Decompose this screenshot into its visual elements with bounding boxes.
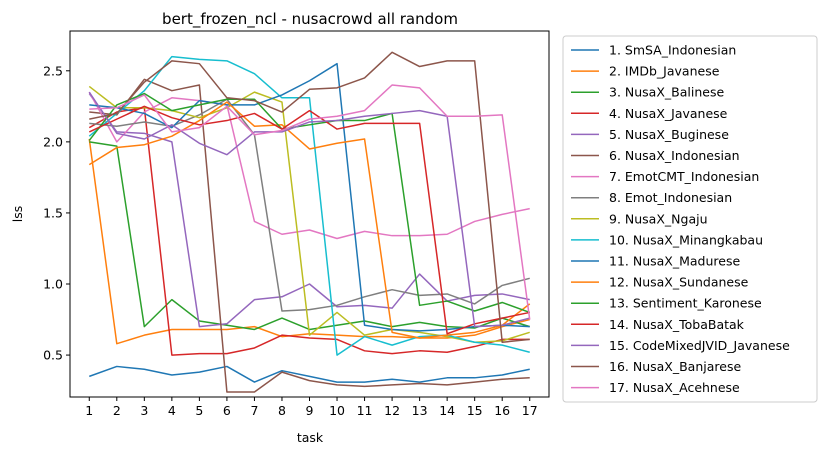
x-tick-label: 6 [223,403,231,418]
y-axis: 0.5 1.0 1.5 2.0 2.5 [43,63,70,363]
legend-label-13: 13. Sentiment_Karonese [609,296,762,311]
legend-label-1: 1. SmSA_Indonesian [609,43,736,58]
x-tick-label: 12 [384,403,400,418]
series-line-15 [88,91,530,328]
legend-label-10: 10. NusaX_Minangkabau [609,232,763,247]
series-line-17 [89,84,531,320]
legend-label-15: 15. CodeMixedJVID_Javanese [609,338,790,353]
y-tick-label: 1.0 [43,277,63,292]
series-line-7 [88,91,530,240]
y-tick-label: 2.0 [43,134,63,149]
x-tick-label: 15 [467,403,483,418]
legend-label-11: 11. NusaX_Madurese [609,254,740,269]
y-tick-label: 0.5 [43,348,63,363]
x-tick-label: 5 [195,403,203,418]
x-tick-label: 13 [412,403,428,418]
legend-label-14: 14. NusaX_TobaBatak [609,317,745,332]
y-tick-label: 2.5 [43,63,63,78]
x-tick-label: 9 [306,403,314,418]
x-tick-label: 1 [85,403,93,418]
legend-box [562,35,818,403]
series-line-4 [88,107,530,356]
x-tick-label: 8 [278,403,286,418]
legend-label-16: 16. NusaX_Banjarese [609,359,741,374]
x-tick-label: 10 [329,403,345,418]
x-tick-label: 2 [113,403,121,418]
series-line-11 [89,62,530,332]
y-tick-label: 1.5 [43,205,63,220]
legend-label-17: 17. NusaX_Acehnese [609,380,740,395]
legend-label-12: 12. NusaX_Sundanese [609,275,749,290]
x-tick-label: 17 [522,403,538,418]
legend: 1. SmSA_Indonesian 2. IMDb_Javanese 3. Nus… [562,35,818,403]
x-tick-label: 16 [494,403,510,418]
x-tick-label: 4 [168,403,176,418]
legend-label-2: 2. IMDb_Javanese [609,64,720,79]
legend-label-3: 3. NusaX_Balinese [609,85,724,100]
legend-label-7: 7. EmotCMT_Indonesian [609,169,759,184]
y-axis-label: lss [10,206,25,223]
legend-label-4: 4. NusaX_Javanese [609,106,728,121]
x-axis: 1 2 3 4 5 6 7 8 9 10 11 12 13 14 15 16 17 [85,397,538,418]
legend-label-8: 8. Emot_Indonesian [609,190,732,205]
series-line-13 [88,92,530,314]
x-tick-label: 3 [140,403,148,418]
chart-title: bert_frozen_ncl - nusacrowd all random [162,10,458,29]
legend-label-5: 5. NusaX_Buginese [609,127,729,142]
legend-label-9: 9. NusaX_Ngaju [609,211,708,226]
series-line-12 [88,101,531,339]
series-line-9 [88,85,530,344]
x-tick-label: 11 [357,403,373,418]
x-axis-label: task [297,430,324,445]
legend-label-6: 6. NusaX_Indonesian [609,148,740,163]
series-layer [88,51,531,393]
series-line-14 [88,105,530,335]
series-line-16 [89,51,530,344]
series-line-1 [89,365,530,383]
x-tick-label: 14 [439,403,455,418]
x-tick-label: 7 [250,403,258,418]
series-line-8 [89,98,530,312]
series-line-6 [89,78,530,393]
